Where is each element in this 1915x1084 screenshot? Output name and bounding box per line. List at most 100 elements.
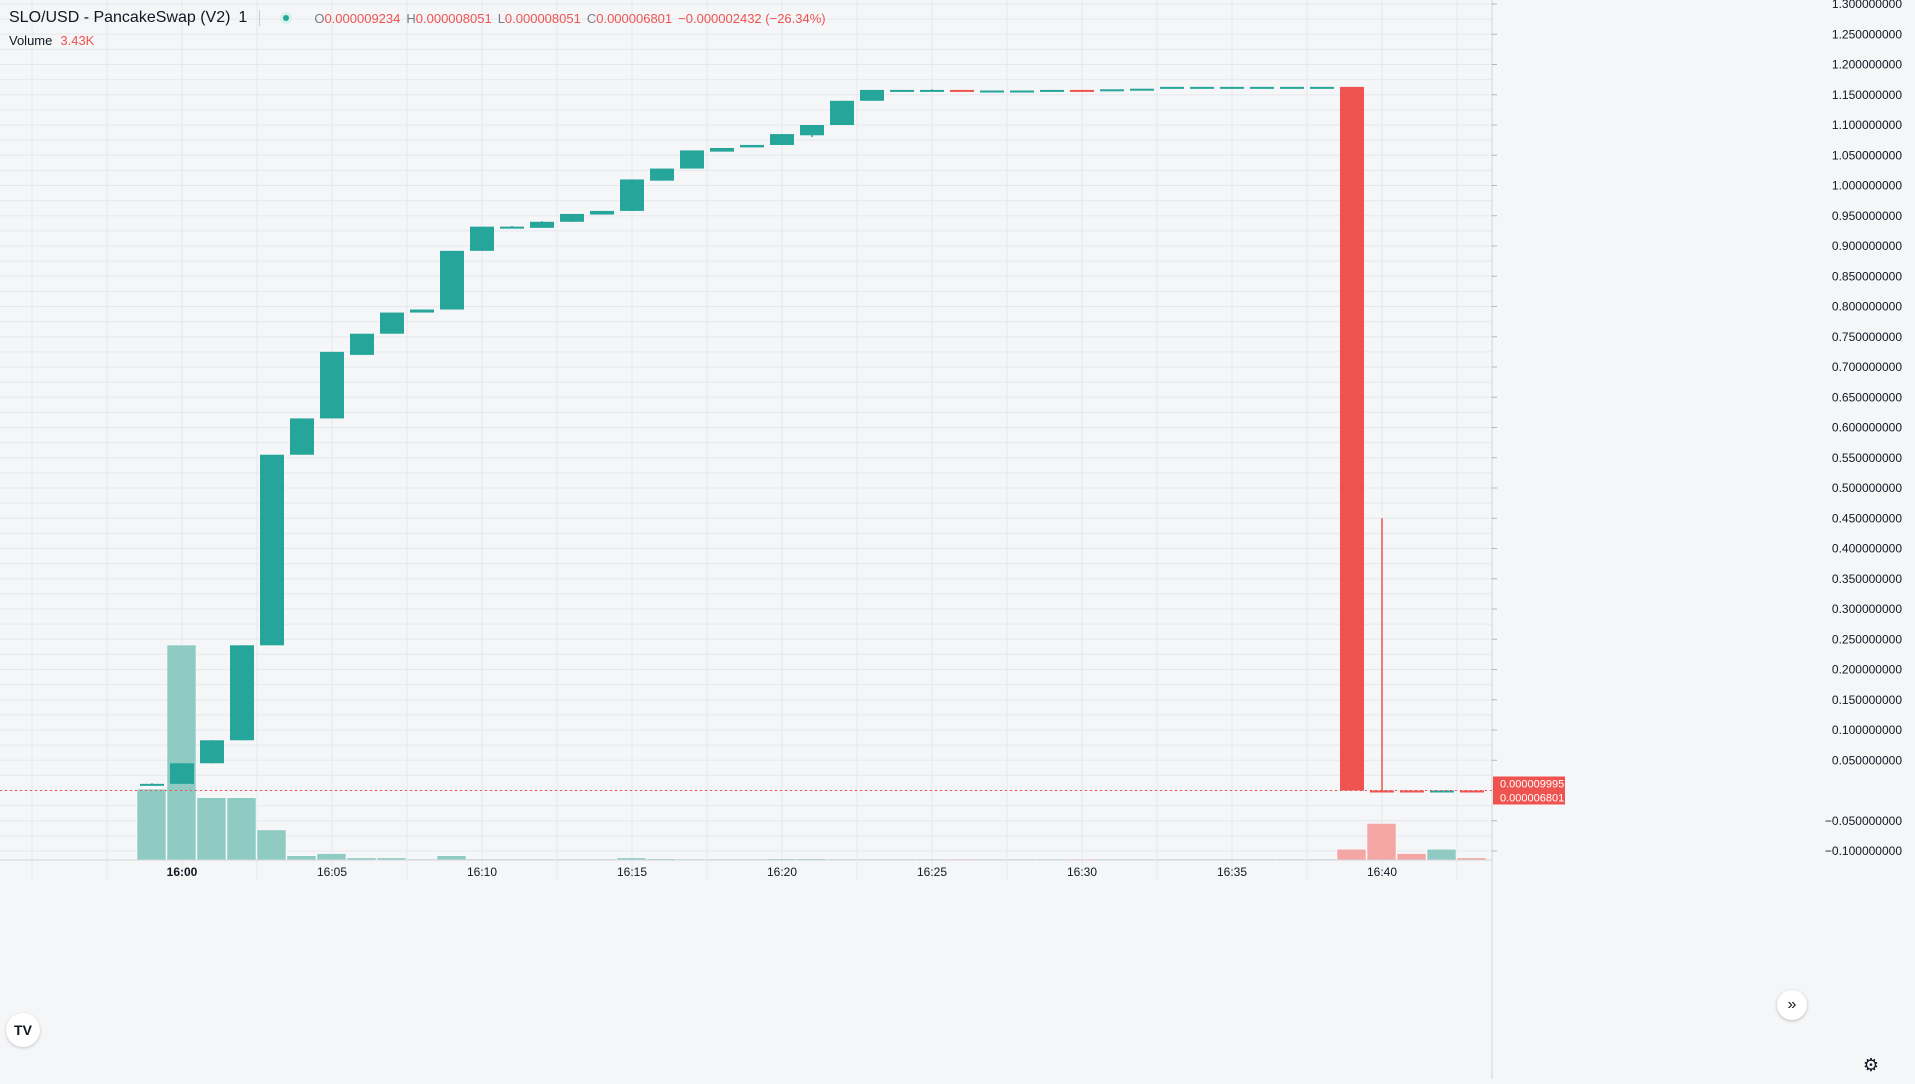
candle-body[interactable] bbox=[800, 125, 824, 136]
volume-bar[interactable] bbox=[316, 853, 347, 861]
volume-bar[interactable] bbox=[1366, 823, 1397, 861]
y-tick-label: 0.050000000 bbox=[1832, 753, 1902, 767]
candle-body[interactable] bbox=[1400, 790, 1424, 793]
high-value: 0.000008051 bbox=[415, 10, 492, 26]
y-tick-label: 1.100000000 bbox=[1832, 118, 1902, 132]
candle-body[interactable] bbox=[500, 226, 524, 229]
candle-body[interactable] bbox=[290, 418, 314, 455]
close-price-text: 0.000006801 bbox=[1500, 792, 1564, 804]
x-tick-label: 16:25 bbox=[917, 865, 947, 879]
candle-body[interactable] bbox=[1010, 90, 1034, 93]
volume-bar[interactable] bbox=[226, 797, 257, 861]
candle-body[interactable] bbox=[860, 89, 884, 101]
candle-body[interactable] bbox=[1310, 86, 1334, 89]
candle-body[interactable] bbox=[200, 740, 224, 764]
candle-body[interactable] bbox=[1070, 89, 1094, 92]
candle-body[interactable] bbox=[980, 90, 1004, 93]
x-tick-label: 16:35 bbox=[1217, 865, 1247, 879]
volume-legend: Volume 3.43K bbox=[9, 33, 94, 48]
candle-body[interactable] bbox=[950, 89, 974, 92]
close-key: C bbox=[586, 10, 597, 26]
volume-bar[interactable] bbox=[1396, 853, 1427, 861]
candle-body[interactable] bbox=[470, 226, 494, 251]
candle-body[interactable] bbox=[560, 213, 584, 222]
chevron-double-right-icon[interactable]: » bbox=[1777, 990, 1807, 1020]
candle-body[interactable] bbox=[1190, 86, 1214, 89]
gear-icon[interactable]: ⚙ bbox=[1862, 1054, 1880, 1075]
candle-body[interactable] bbox=[1460, 790, 1484, 793]
candle-body[interactable] bbox=[1340, 86, 1364, 791]
y-tick-label: 1.000000000 bbox=[1832, 179, 1902, 193]
candle-body[interactable] bbox=[350, 333, 374, 355]
candle-body[interactable] bbox=[1100, 89, 1124, 92]
symbol-title[interactable]: SLO/USD - PancakeSwap (V2) bbox=[9, 9, 231, 26]
candle-body[interactable] bbox=[1250, 86, 1274, 89]
candle-body[interactable] bbox=[1430, 790, 1454, 793]
candle-body[interactable] bbox=[320, 351, 344, 419]
x-tick-label: 16:15 bbox=[617, 865, 647, 879]
chart-legend: SLO/USD - PancakeSwap (V2) 1 O0.00000923… bbox=[9, 9, 826, 27]
volume-bar[interactable] bbox=[166, 644, 197, 861]
candle-body[interactable] bbox=[440, 250, 464, 310]
high-key: H bbox=[406, 10, 416, 26]
candle-body[interactable] bbox=[740, 144, 764, 148]
y-tick-label: 0.550000000 bbox=[1832, 451, 1902, 465]
volume-bar[interactable] bbox=[436, 855, 467, 861]
candle-body[interactable] bbox=[1370, 790, 1394, 793]
y-tick-label: 0.150000000 bbox=[1832, 693, 1902, 707]
volume-bar[interactable] bbox=[1426, 849, 1457, 861]
candle-body[interactable] bbox=[830, 100, 854, 125]
candle-body[interactable] bbox=[410, 309, 434, 313]
y-tick-label: 0.700000000 bbox=[1832, 360, 1902, 374]
candle-body[interactable] bbox=[1280, 86, 1304, 89]
y-tick-label: 1.050000000 bbox=[1832, 148, 1902, 162]
x-tick-label: 16:00 bbox=[167, 865, 198, 879]
volume-bar[interactable] bbox=[286, 855, 317, 861]
low-value: 0.000008051 bbox=[504, 10, 581, 26]
y-tick-label: 0.650000000 bbox=[1832, 390, 1902, 404]
volume-label[interactable]: Volume bbox=[9, 33, 53, 48]
tradingview-logo-icon[interactable]: TV bbox=[6, 1013, 40, 1047]
y-tick-label: 0.750000000 bbox=[1832, 330, 1902, 344]
volume-bar[interactable] bbox=[196, 797, 227, 861]
volume-bar[interactable] bbox=[136, 788, 167, 861]
volume-value: 3.43K bbox=[60, 33, 95, 48]
legend-divider bbox=[259, 10, 261, 26]
interval-label[interactable]: 1 bbox=[238, 9, 248, 26]
candle-body[interactable] bbox=[680, 150, 704, 169]
market-status-icon[interactable] bbox=[280, 12, 293, 24]
candle-body[interactable] bbox=[1040, 89, 1064, 92]
candle-body[interactable] bbox=[260, 454, 284, 646]
last-price-badge bbox=[1493, 776, 1565, 791]
y-tick-label: 0.300000000 bbox=[1832, 602, 1902, 616]
y-tick-label: 0.200000000 bbox=[1832, 663, 1902, 677]
y-tick-label: −0.100000000 bbox=[1825, 844, 1902, 858]
candle-body[interactable] bbox=[710, 147, 734, 152]
candle-body[interactable] bbox=[590, 210, 614, 215]
candle-body[interactable] bbox=[1220, 86, 1244, 89]
candle-body[interactable] bbox=[770, 134, 794, 145]
candle-body[interactable] bbox=[530, 221, 554, 228]
candle-body[interactable] bbox=[620, 179, 644, 211]
x-tick-label: 16:05 bbox=[317, 865, 347, 879]
volume-bar[interactable] bbox=[1336, 849, 1367, 861]
x-tick-label: 16:20 bbox=[767, 865, 797, 879]
candle-body[interactable] bbox=[170, 763, 194, 784]
candle-body[interactable] bbox=[1160, 86, 1184, 89]
candle-body[interactable] bbox=[380, 312, 404, 334]
y-tick-label: 0.800000000 bbox=[1832, 300, 1902, 314]
y-tick-label: 0.100000000 bbox=[1832, 723, 1902, 737]
candle-body[interactable] bbox=[1130, 88, 1154, 91]
candle-body[interactable] bbox=[920, 89, 944, 92]
y-tick-label: 0.350000000 bbox=[1832, 572, 1902, 586]
low-key: L bbox=[497, 10, 505, 26]
volume-bar[interactable] bbox=[256, 829, 287, 861]
candle-body[interactable] bbox=[230, 645, 254, 741]
candle-body[interactable] bbox=[650, 168, 674, 181]
candle-body[interactable] bbox=[890, 89, 914, 92]
y-tick-label: 0.600000000 bbox=[1832, 421, 1902, 435]
candle-body[interactable] bbox=[140, 783, 164, 786]
price-axis[interactable] bbox=[1492, 0, 1915, 1079]
